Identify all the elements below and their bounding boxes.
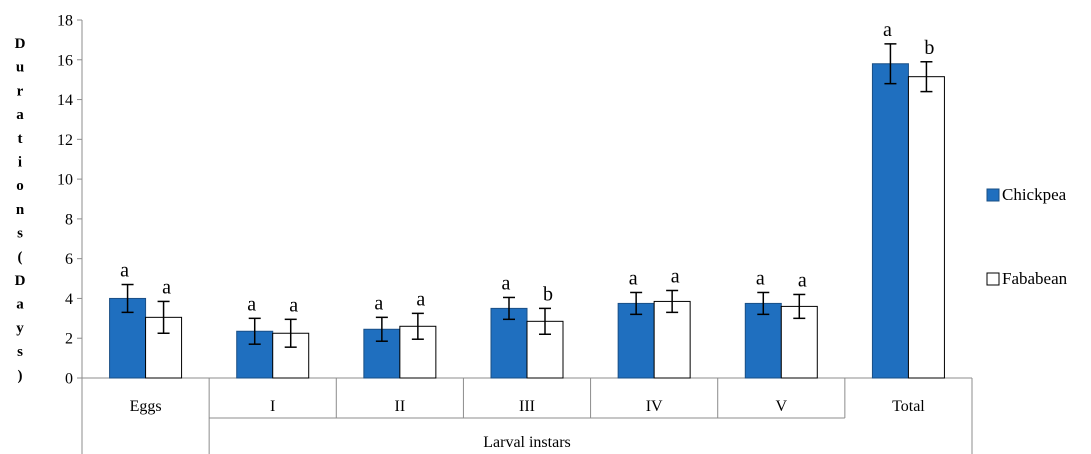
x-tick-label: III: [519, 398, 535, 415]
y-axis-title-char: D: [15, 273, 26, 289]
bars-layer: [109, 43, 945, 379]
legend-swatch-fababean: [986, 272, 1000, 286]
significance-letter: b: [924, 37, 934, 59]
significance-letter: a: [502, 272, 511, 294]
y-tick-label: 4: [65, 291, 73, 308]
significance-letter: a: [120, 260, 129, 282]
bar-chickpea: [871, 63, 909, 379]
x-tick-label: II: [395, 398, 406, 415]
y-tick-label: 8: [65, 211, 73, 228]
y-axis-title-char: t: [18, 131, 23, 147]
y-axis-title-char: (: [18, 249, 23, 265]
y-tick-label: 10: [57, 172, 73, 189]
significance-letter: a: [162, 276, 171, 298]
significance-letter: a: [629, 267, 638, 289]
y-axis-title-char: r: [17, 83, 24, 99]
y-tick-label: 18: [57, 13, 73, 30]
legend-label-chickpea: Chickpea: [1002, 185, 1067, 204]
significance-letter: a: [798, 269, 807, 291]
y-tick-label: 0: [65, 371, 73, 388]
x-tick-label: I: [270, 398, 275, 415]
y-tick-label: 16: [57, 52, 73, 69]
x-tick-label: V: [776, 398, 788, 415]
y-axis-title-char: a: [16, 297, 24, 313]
significance-letter: b: [543, 283, 553, 305]
y-axis-title-char: u: [16, 60, 24, 76]
significance-letter: a: [416, 288, 425, 310]
significance-letter: a: [883, 19, 892, 41]
x-axis-title: Larval instars: [483, 434, 571, 451]
significance-letter: a: [289, 294, 298, 316]
significance-letter: a: [671, 265, 680, 287]
significance-letter: a: [756, 267, 765, 289]
y-axis-title-char: n: [16, 202, 25, 218]
y-axis-title-char: s: [17, 226, 23, 242]
y-tick-label: 12: [57, 132, 73, 149]
y-axis-title-char: a: [16, 107, 24, 123]
x-tick-label: IV: [646, 398, 663, 415]
y-axis-title-char: y: [16, 320, 24, 336]
bar-chickpea: [744, 302, 782, 379]
y-axis-title-char: s: [17, 344, 23, 360]
y-axis-title-char: i: [18, 155, 22, 171]
y-tick-label: 6: [65, 251, 73, 268]
legend: Chickpea Fababean: [986, 185, 1068, 288]
y-tick-label: 14: [57, 92, 73, 109]
significance-letter: a: [247, 293, 256, 315]
legend-swatch-chickpea: [986, 188, 1000, 202]
y-axis-title-char: ): [18, 368, 23, 384]
y-axis-title-char: D: [15, 36, 26, 52]
bar-fababean: [653, 300, 691, 379]
bar-fababean: [907, 76, 945, 379]
significance-letter: a: [374, 292, 383, 314]
x-tick-label: Total: [892, 398, 925, 415]
y-tick-label: 2: [65, 331, 73, 348]
y-axis-title-char: o: [16, 178, 24, 194]
legend-label-fababean: Fababean: [1002, 269, 1068, 288]
x-tick-label: Eggs: [130, 398, 162, 415]
bar-chickpea: [617, 302, 655, 379]
axes-layer: 0 2 4 6 8 10 12 14 16 18: [57, 13, 973, 454]
